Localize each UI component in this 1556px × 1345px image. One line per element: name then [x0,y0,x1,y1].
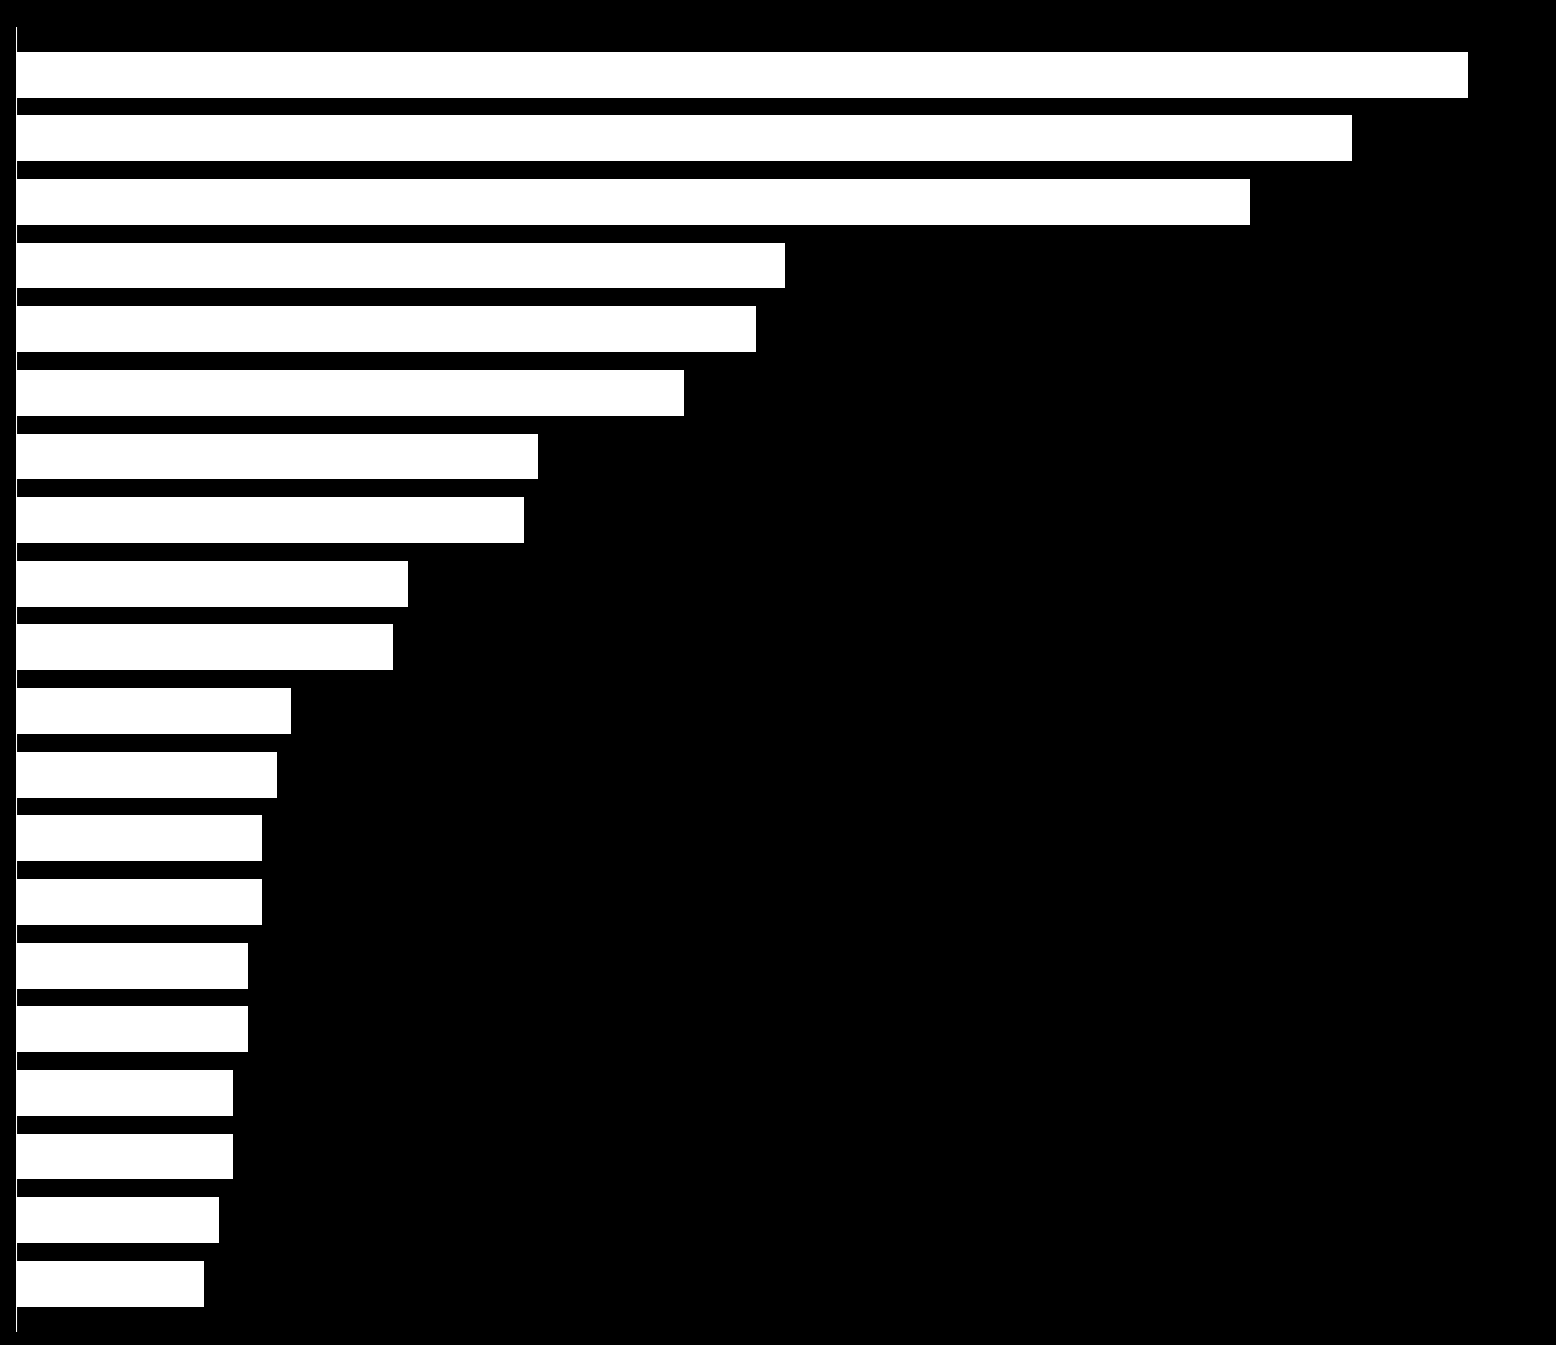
Bar [16,561,408,607]
Bar [16,1134,233,1180]
Bar [16,752,277,798]
Title: Najpopularniejsze kierunki studiów: Najpopularniejsze kierunki studiów [512,0,1044,19]
Bar [16,943,247,989]
Bar [16,498,524,543]
Bar [16,307,756,352]
Bar [16,370,683,416]
Bar [16,242,786,288]
Bar [16,51,1467,98]
Bar [16,689,291,734]
Bar [16,1071,233,1116]
Bar [16,116,1352,161]
Bar [16,1260,204,1307]
Bar [16,880,263,925]
Bar [16,433,538,479]
Bar [16,815,263,861]
Bar [16,179,1249,225]
Bar [16,1006,247,1052]
Bar [16,1197,219,1243]
Bar [16,624,394,670]
